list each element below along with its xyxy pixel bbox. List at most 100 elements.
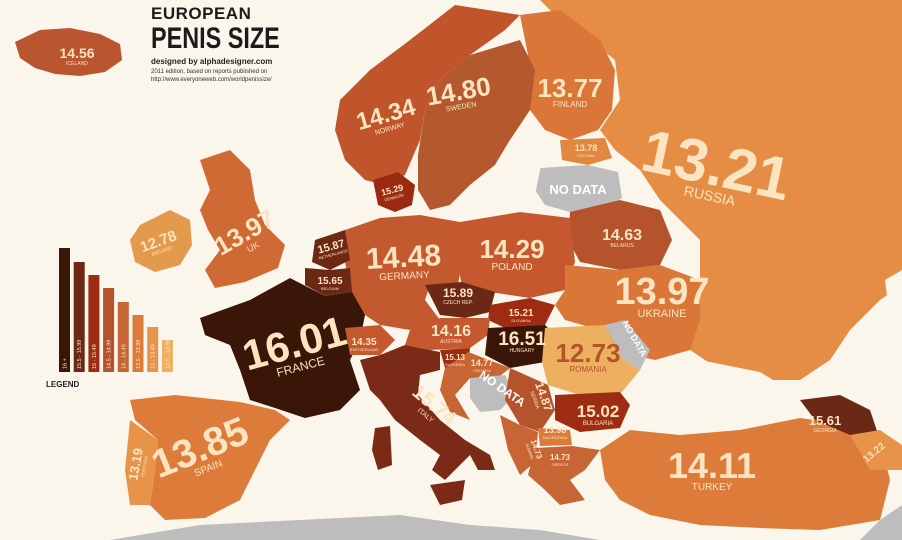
- country-name: AUSTRIA: [440, 339, 462, 345]
- legend-bar-label: 16 +: [63, 358, 69, 369]
- country-greece: [528, 446, 600, 505]
- country-name: PORTUGAL: [140, 454, 149, 477]
- country-name: CROATIA: [473, 368, 491, 373]
- legend-bar: [161, 340, 173, 372]
- country-value: 15.65: [317, 276, 342, 287]
- country-value: 12.73: [555, 338, 620, 368]
- country-value: 14.73: [550, 453, 571, 462]
- country-value: 13.78: [575, 143, 598, 153]
- legend-bar-label: 14.5 - 14.99: [107, 340, 113, 369]
- legend-bar-label: 12.5 - 12.99: [165, 340, 171, 369]
- north-africa: [110, 515, 600, 540]
- country-value: 14.48: [365, 239, 442, 276]
- legend-bar-label: 15 - 15.49: [92, 344, 98, 369]
- country-name: ESTONIA: [577, 153, 595, 158]
- country-ukraine: [555, 265, 700, 360]
- country-name: GEORGIA: [813, 428, 837, 434]
- legend-bar: [103, 288, 115, 372]
- country-name: CZECH REP.: [443, 300, 473, 306]
- country-romania: [542, 325, 640, 395]
- baltic-sea: [450, 140, 545, 215]
- caspian-sea: [885, 270, 902, 330]
- country-name: SLOVAKIA: [511, 318, 531, 323]
- title-line1: EUROPEAN: [151, 4, 252, 23]
- country-name: POLAND: [491, 262, 532, 273]
- source-note: 2011 edition, based on reports published…: [151, 68, 272, 84]
- country-bulgaria: [555, 392, 630, 432]
- country-spain: [130, 395, 290, 520]
- legend-bar: [88, 275, 100, 372]
- country-ireland: [130, 210, 192, 272]
- black-sea: [650, 360, 790, 418]
- country-slovakia: [488, 298, 555, 328]
- legend-bar: [132, 315, 144, 372]
- country-value: 13.77: [537, 73, 602, 103]
- country-value: 14.35: [351, 337, 376, 348]
- country-value: 13.97: [614, 271, 709, 313]
- country-name: ALBANIA: [525, 443, 536, 461]
- country-name: FINLAND: [553, 100, 587, 109]
- country-value: 14.11: [668, 445, 756, 486]
- country-france: [200, 278, 365, 418]
- country-russia: [540, 0, 902, 380]
- country-italy-sardinia: [372, 426, 392, 470]
- country-value: 15.13: [445, 353, 466, 362]
- country-italy-sicily: [430, 480, 465, 505]
- country-name: BELGIUM: [321, 286, 339, 291]
- legend-bar: [117, 302, 129, 372]
- country-value: 14.77: [471, 358, 494, 368]
- country-value: 15.21: [508, 308, 533, 319]
- country-name: TURKEY: [692, 482, 733, 493]
- country-germany: [345, 215, 462, 330]
- country-turkey: [600, 418, 890, 530]
- country-label-latvia: NO DATA: [549, 182, 607, 197]
- country-name: GREECE: [552, 462, 569, 467]
- country-name: GERMANY: [379, 270, 430, 284]
- country-value: 13.98: [544, 425, 567, 435]
- country-name: UKRAINE: [638, 308, 687, 320]
- country-netherlands: [312, 230, 350, 270]
- title-line2: PENIS SIZE: [151, 22, 280, 55]
- country-value: 14.16: [431, 323, 471, 340]
- country-italy: [360, 345, 495, 480]
- country-value: 15.61: [809, 413, 842, 428]
- country-value: 13.19: [125, 447, 145, 482]
- legend-bar-label: 15.5 - 15.99: [77, 340, 83, 369]
- country-name: DENMARK: [384, 192, 405, 202]
- country-norway: [335, 5, 520, 185]
- country-austria: [405, 318, 490, 350]
- country-finland: [520, 10, 615, 140]
- country-name: ICELAND: [66, 61, 88, 67]
- country-macedonia: [538, 428, 572, 446]
- legend-bar: [59, 248, 70, 372]
- country-value: 16.51: [498, 329, 546, 350]
- country-sweden: [418, 40, 535, 210]
- country-uk: [200, 150, 285, 288]
- source-note-line1: 2011 edition, based on reports published…: [151, 69, 268, 75]
- country-name: ROMANIA: [569, 365, 607, 374]
- country-bosnia: [470, 375, 515, 412]
- country-iceland: [15, 28, 122, 76]
- country-denmark: [373, 172, 415, 212]
- country-belarus: [568, 200, 672, 270]
- country-azerbaijan: [850, 430, 902, 470]
- country-value: NO DATA: [549, 182, 607, 197]
